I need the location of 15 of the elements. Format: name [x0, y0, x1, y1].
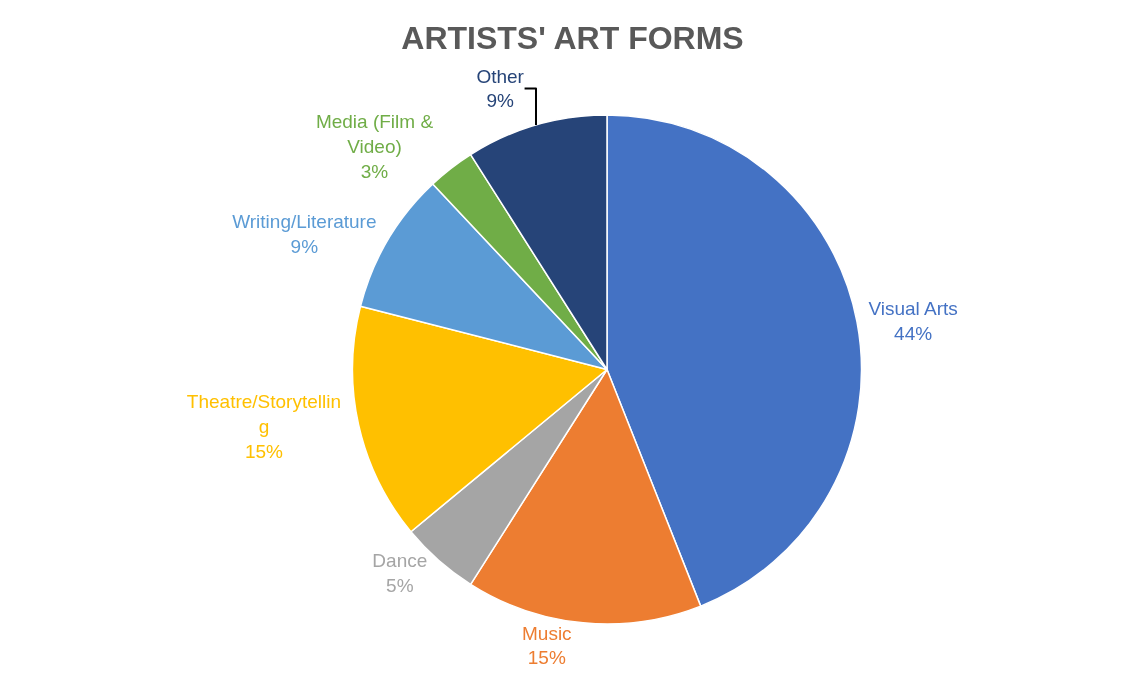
data-label: 9%: [486, 90, 514, 112]
data-label: 15%: [244, 440, 284, 462]
slice-label: Theatre/Storytelling: [186, 391, 342, 438]
chart-title: ARTISTS' ART FORMS: [401, 20, 744, 57]
data-label: 15%: [527, 647, 566, 669]
data-label: 44%: [894, 322, 933, 344]
slice-label: Media (Film & Video): [315, 111, 434, 157]
slice-label: Other: [476, 65, 525, 87]
data-label: 3%: [360, 160, 389, 182]
data-label: 5%: [386, 575, 414, 597]
slice-label: Writing/Literature: [232, 211, 377, 233]
slice-label: Visual Arts: [868, 298, 958, 320]
data-label: 9%: [290, 235, 319, 257]
slice-label: Dance: [372, 550, 428, 572]
slice-label: Music: [522, 622, 572, 644]
